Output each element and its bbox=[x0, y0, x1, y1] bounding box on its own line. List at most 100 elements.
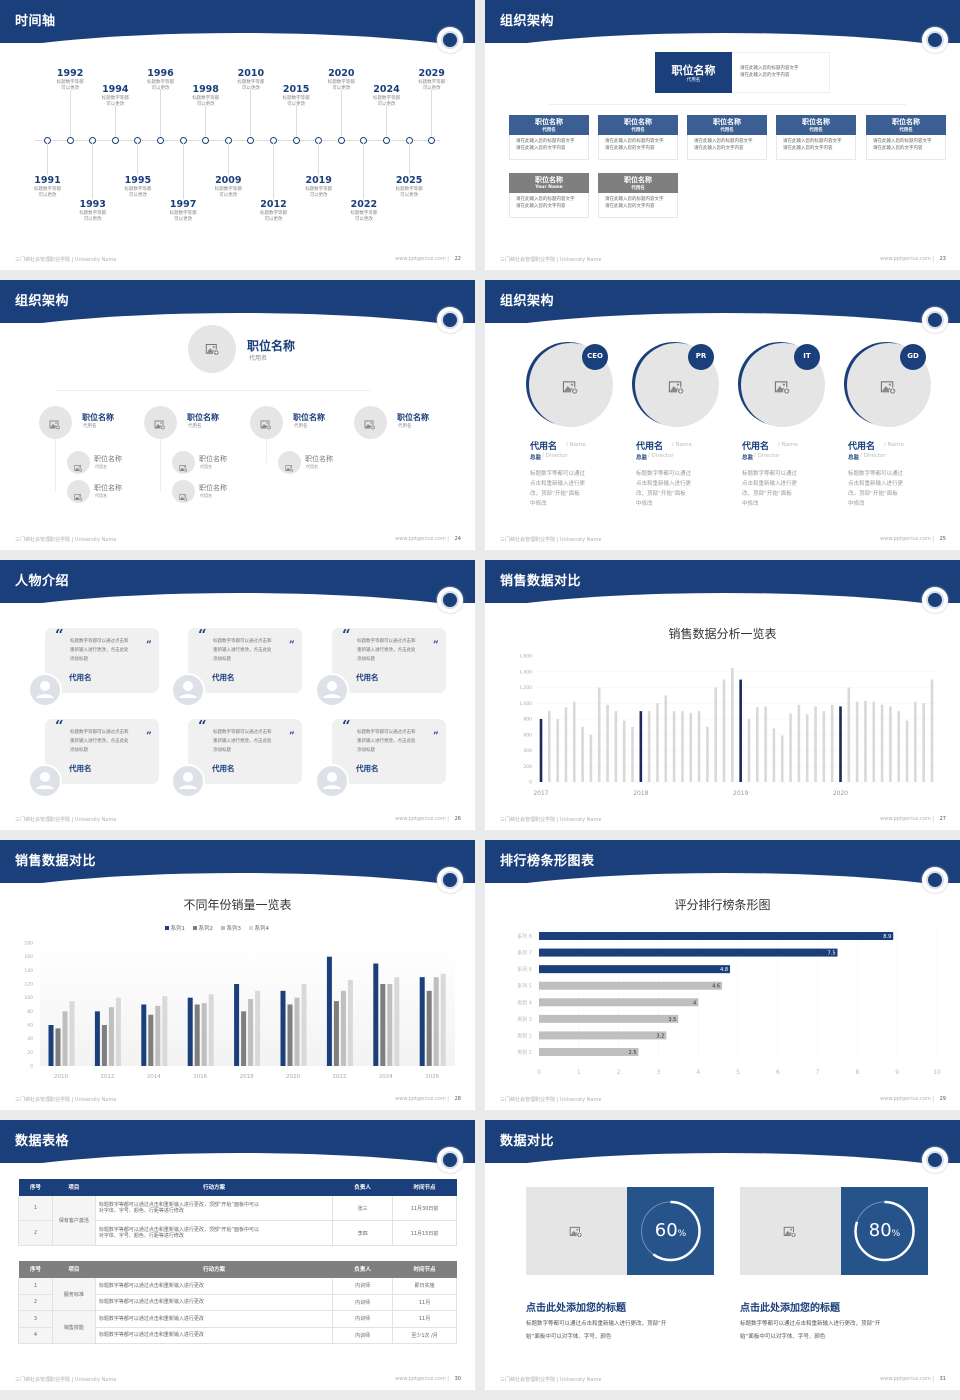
image-placeholder-icon[interactable] bbox=[364, 416, 376, 430]
image-placeholder-icon[interactable] bbox=[49, 416, 61, 430]
timeline-year: 1992 bbox=[56, 68, 84, 79]
bar bbox=[301, 984, 307, 1066]
table-row[interactable]: 1 服务标准 标题数字等都可以通过点击和重新输入进行更改 内训师 即日实施 bbox=[18, 1277, 457, 1311]
timeline-node[interactable] bbox=[428, 137, 436, 144]
team-name: 代用名 bbox=[530, 442, 558, 452]
org-top-title: 职位名称 bbox=[247, 339, 296, 353]
timeline-node[interactable] bbox=[157, 137, 164, 144]
cell-time: 11月15日前 bbox=[392, 1220, 457, 1246]
org-photo[interactable] bbox=[278, 451, 301, 474]
org-top-sub: 代用名 bbox=[686, 78, 701, 83]
image-placeholder-icon[interactable] bbox=[73, 458, 83, 472]
image-placeholder-icon[interactable] bbox=[73, 487, 83, 501]
quote-card[interactable]: “ ” 标题数字等都可以通过点击和 重新输入进行更改，点击此处 添加标题 代用名 bbox=[188, 717, 302, 784]
page-number: 25 bbox=[939, 536, 946, 542]
timeline-year: 2019 bbox=[305, 175, 332, 186]
org-card[interactable]: 职位名称 代用名 请在此输入您的标题内容文字 请在此输入您的文字内容 bbox=[598, 173, 678, 218]
quote-name: 代用名 bbox=[69, 764, 92, 773]
close-quote-icon: ” bbox=[433, 731, 439, 742]
org-card[interactable]: 职位名称 代用名 请在此输入您的标题内容文字 请在此输入您的文字内容 bbox=[866, 115, 946, 160]
org-title: 职位名称 bbox=[397, 413, 429, 422]
quote-name: 代用名 bbox=[356, 673, 379, 682]
tree-connector bbox=[55, 439, 56, 492]
y-tick-label: 200 bbox=[523, 764, 532, 770]
org-title: 职位名称 bbox=[187, 413, 219, 422]
image-placeholder-icon[interactable] bbox=[260, 416, 272, 430]
org-card[interactable]: 职位名称 代用名 请在此输入您的标题内容文字 请在此输入您的文字内容 bbox=[776, 115, 856, 160]
org-card[interactable]: 职位名称 Your Name 请在此输入您的标题内容文字 请在此输入您的文字内容 bbox=[509, 173, 589, 218]
table-row[interactable]: 2 标题数字等都可以通过点击和重新输入进行更改 内训师 11月 bbox=[18, 1293, 457, 1311]
quote-card[interactable]: “ ” 标题数字等都可以通过点击和 重新输入进行更改，点击此处 添加标题 代用名 bbox=[45, 717, 159, 784]
timeline-node[interactable] bbox=[337, 137, 345, 144]
org-photo[interactable] bbox=[67, 451, 90, 474]
slide-title: 数据对比 bbox=[500, 1134, 555, 1149]
bar bbox=[614, 711, 618, 782]
org-card[interactable]: 职位名称 代用名 请在此输入您的标题内容文字 请在此输入您的文字内容 bbox=[598, 115, 678, 160]
quote-card[interactable]: “ ” 标题数字等都可以通过点击和 重新输入进行更改，点击此处 添加标题 代用名 bbox=[45, 626, 159, 693]
image-placeholder-icon[interactable] bbox=[284, 458, 294, 472]
image-placeholder[interactable] bbox=[526, 1187, 627, 1275]
org-photo[interactable] bbox=[172, 451, 195, 474]
image-placeholder-icon[interactable] bbox=[783, 1224, 797, 1238]
quote-card[interactable]: “ ” 标题数字等都可以通过点击和 重新输入进行更改，点击此处 添加标题 代用名 bbox=[332, 626, 446, 693]
table-row[interactable]: 3 销售技能 标题数字等都可以通过点击和重新输入进行更改 内训师 11月 bbox=[18, 1310, 457, 1344]
x-tick-label: 3 bbox=[656, 1069, 660, 1076]
y-tick-label: 80 bbox=[27, 1009, 33, 1015]
org-top-box[interactable]: 职位名称 代用名 bbox=[655, 52, 732, 93]
timeline-caption: 可以更改 bbox=[106, 102, 125, 107]
org-card-header: 职位名称 代用名 bbox=[598, 173, 678, 193]
bar bbox=[589, 734, 593, 782]
stat-title: 点击此处添加您的标题 bbox=[526, 1303, 626, 1314]
bar bbox=[697, 711, 701, 782]
image-placeholder-icon[interactable] bbox=[154, 416, 166, 430]
image-placeholder[interactable] bbox=[740, 1187, 841, 1275]
image-placeholder-icon[interactable] bbox=[178, 458, 188, 472]
quote-card[interactable]: “ ” 标题数字等都可以通过点击和 重新输入进行更改，点击此处 添加标题 代用名 bbox=[188, 626, 302, 693]
timeline-node[interactable] bbox=[202, 137, 210, 144]
org-photo[interactable] bbox=[188, 325, 236, 373]
bar bbox=[94, 1011, 100, 1066]
timeline-node[interactable] bbox=[66, 137, 74, 144]
timeline-connector bbox=[408, 143, 410, 175]
team-desc: 点击和重新输入进行更 bbox=[848, 481, 904, 487]
cell-time: 至少1次 /月 bbox=[392, 1326, 457, 1344]
org-card-desc: 请在此输入您的文字内容 bbox=[605, 146, 655, 151]
org-photo[interactable] bbox=[172, 480, 195, 503]
image-placeholder-icon[interactable] bbox=[205, 342, 220, 357]
org-photo[interactable] bbox=[67, 480, 90, 503]
timeline-node[interactable] bbox=[292, 137, 300, 144]
cell-no: 1 bbox=[18, 1195, 53, 1221]
cell-plan: 标题数字等都可以通过点击和重新输入进行更改 bbox=[94, 1310, 334, 1328]
bar bbox=[62, 1011, 68, 1066]
slide-25: 组织架构 三门峡社会管理职业学院 | University Name www.ppt… bbox=[485, 280, 960, 550]
image-placeholder-icon[interactable] bbox=[774, 379, 791, 396]
timeline-node[interactable] bbox=[383, 137, 390, 144]
image-placeholder-icon[interactable] bbox=[562, 379, 579, 396]
timeline-connector bbox=[160, 90, 161, 137]
footer-school-name: 三门峡社会管理职业学院 | University Name bbox=[500, 1377, 602, 1383]
quote-card[interactable]: “ ” 标题数字等都可以通过点击和 重新输入进行更改，点击此处 添加标题 代用名 bbox=[332, 717, 446, 784]
cell-time: 即日实施 bbox=[392, 1277, 457, 1295]
header-curve bbox=[0, 33, 475, 113]
timeline-caption: 标题数字等都 bbox=[124, 187, 152, 192]
image-placeholder-icon[interactable] bbox=[880, 379, 897, 396]
timeline-caption: 标题数字等都 bbox=[147, 80, 174, 85]
y-tick-label: 100 bbox=[24, 995, 33, 1001]
slide-23: 组织架构 三门峡社会管理职业学院 | University Name www.ppt… bbox=[485, 0, 960, 270]
table-row[interactable]: 1 保有客户激活 标题数字等都可以通过点击和重新输入进行更改，顶部“开始”面板中可以… bbox=[18, 1195, 457, 1246]
image-placeholder-icon[interactable] bbox=[178, 487, 188, 501]
timeline-caption: 标题数字等都 bbox=[260, 211, 287, 216]
timeline-node[interactable] bbox=[111, 137, 119, 144]
org-card[interactable]: 职位名称 代用名 请在此输入您的标题内容文字 请在此输入您的文字内容 bbox=[509, 115, 589, 160]
org-card[interactable]: 职位名称 代用名 请在此输入您的标题内容文字 请在此输入您的文字内容 bbox=[687, 115, 767, 160]
avatar bbox=[28, 764, 62, 798]
timeline-caption: 可以更改 bbox=[264, 217, 283, 222]
table-row[interactable]: 2 标题数字等都可以通过点击和重新输入进行更改，顶部“开始”面板中可以 对字体、字号… bbox=[18, 1220, 457, 1246]
school-logo bbox=[437, 307, 463, 333]
footer-school-name: 三门峡社会管理职业学院 | University Name bbox=[15, 1377, 117, 1383]
table-row[interactable]: 4 标题数字等都可以通过点击和重新输入进行更改 内训师 至少1次 /月 bbox=[18, 1326, 457, 1344]
team-name: 代用名 bbox=[636, 442, 664, 452]
image-placeholder-icon[interactable] bbox=[668, 379, 685, 396]
timeline-node[interactable] bbox=[247, 137, 255, 144]
image-placeholder-icon[interactable] bbox=[569, 1224, 583, 1238]
